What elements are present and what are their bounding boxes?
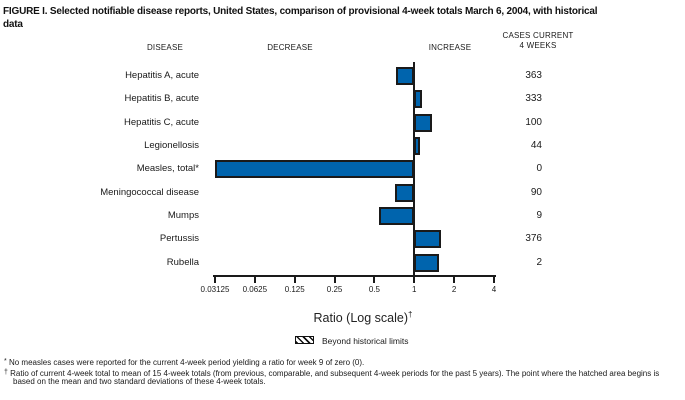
axis-tick-label: 2 [451, 285, 457, 294]
footnotes: * No measles cases were reported for the… [4, 358, 681, 388]
disease-label: Rubella [166, 256, 199, 268]
cases-value: 44 [530, 140, 542, 152]
ratio-bar [396, 67, 415, 85]
cases-value: 2 [536, 256, 542, 268]
column-header-disease: DISEASE [146, 43, 184, 52]
cases-value: 9 [536, 210, 542, 222]
ratio-bar [414, 253, 440, 272]
dagger-marker: † [4, 368, 8, 376]
ratio-bar [215, 160, 415, 179]
ratio-bar [414, 137, 421, 156]
hatched-swatch-icon [295, 336, 314, 344]
footnote-ratio-text: Ratio of current 4-week total to mean of… [10, 368, 660, 387]
axis-tick-label: 0.125 [284, 285, 305, 294]
axis-tick-label: 0.25 [326, 285, 343, 294]
column-header-cases-line1: CASES CURRENT [502, 31, 574, 40]
figure-title-line1: FIGURE I. Selected notifiable disease re… [3, 6, 598, 17]
ratio-bar [378, 207, 415, 226]
column-header-increase: INCREASE [428, 43, 472, 52]
disease-label: Meningococcal disease [100, 186, 199, 198]
axis-tick [214, 277, 216, 283]
axis-tick-label: 0.03125 [200, 285, 230, 294]
ratio-bar [414, 90, 423, 109]
axis-tick [333, 277, 336, 283]
disease-label: Hepatitis A, acute [125, 70, 199, 81]
axis-tick [253, 277, 256, 283]
x-axis-line [213, 275, 496, 277]
ratio-bar [395, 183, 415, 202]
asterisk-marker: * [4, 358, 7, 365]
footnote-ratio: † Ratio of current 4-week total to mean … [4, 369, 681, 387]
disease-label: Pertussis [159, 233, 199, 245]
disease-label: Hepatitis C, acute [124, 116, 199, 128]
column-header-decrease: DECREASE [267, 43, 313, 52]
footnote-measles: * No measles cases were reported for the… [4, 358, 681, 368]
axis-tick-label: 0.5 [368, 285, 380, 294]
disease-label: Mumps [167, 210, 199, 222]
figure-title: FIGURE I. Selected notifiable disease re… [3, 6, 681, 31]
axis-tick [413, 277, 416, 283]
cases-value: 0 [536, 163, 542, 175]
axis-tick [493, 277, 495, 283]
cases-value: 100 [525, 116, 542, 128]
ratio-bar [414, 113, 433, 132]
disease-label: Legionellosis [144, 140, 199, 152]
axis-tick-label: 0.0625 [242, 285, 268, 294]
legend: Beyond historical limits [295, 335, 595, 347]
cases-value: 376 [525, 233, 542, 245]
disease-label: Measles, total* [136, 163, 199, 175]
column-header-cases-line2: 4 WEEKS [519, 41, 557, 50]
x-axis-title-text: Ratio (Log scale) [313, 311, 409, 326]
axis-tick [453, 277, 456, 283]
axis-tick [293, 277, 296, 283]
ratio-bar [414, 230, 442, 249]
disease-label: Hepatitis B, acute [124, 93, 199, 105]
dagger-symbol: † [408, 310, 413, 319]
x-axis-title: Ratio (Log scale)† [215, 310, 511, 325]
footnote-measles-text: No measles cases were reported for the c… [8, 358, 365, 367]
legend-label: Beyond historical limits [322, 336, 409, 346]
axis-tick-label: 4 [491, 285, 497, 294]
cases-value: 363 [525, 70, 542, 81]
figure-title-line2: data [3, 18, 23, 30]
axis-tick [373, 277, 376, 283]
cases-value: 333 [525, 93, 542, 105]
column-header-cases: CASES CURRENT 4 WEEKS [478, 31, 598, 51]
axis-tick-label: 1 [412, 285, 417, 294]
cases-value: 90 [530, 186, 542, 198]
